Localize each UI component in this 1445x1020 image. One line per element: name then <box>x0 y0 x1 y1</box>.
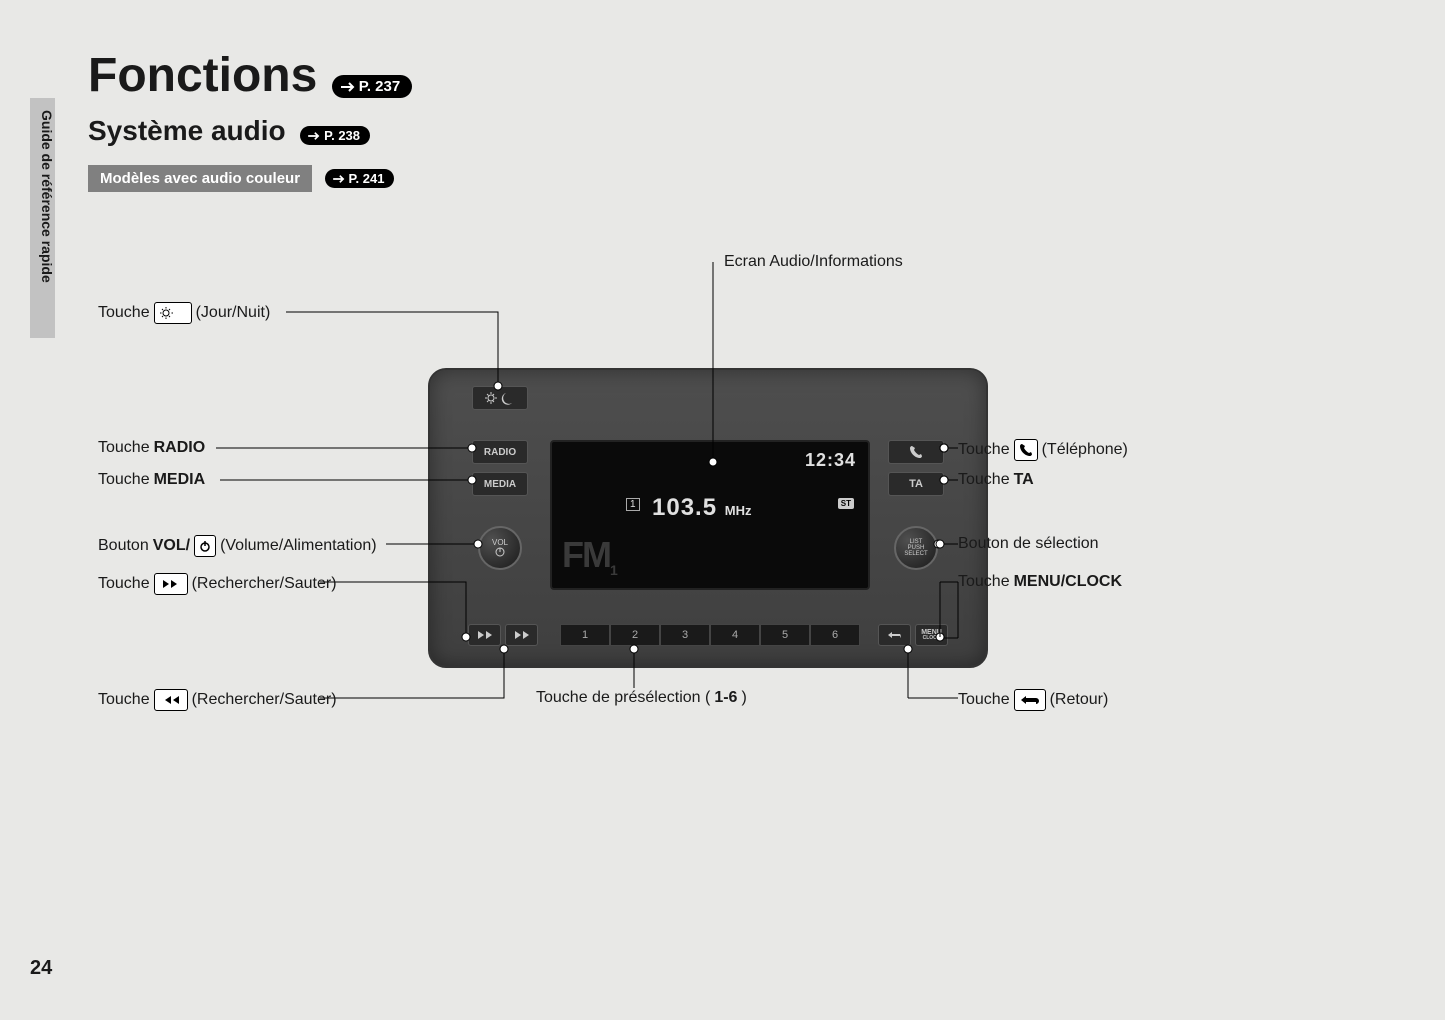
label-screen-info: Ecran Audio/Informations <box>724 253 903 271</box>
label-text: Touche <box>98 439 150 457</box>
label-bold: TA <box>1014 471 1034 489</box>
day-night-icon <box>154 302 192 324</box>
band-text: FM <box>562 534 610 575</box>
label-text: Touche <box>98 304 150 322</box>
label-text: (Retour) <box>1050 691 1109 709</box>
band-sub: 1 <box>610 562 616 578</box>
clock-label: CLOCK <box>923 636 941 641</box>
clock-display: 12:34 <box>805 450 856 471</box>
label-text: Bouton de sélection <box>958 535 1099 553</box>
label-text: Touche <box>958 573 1010 591</box>
label-bold: MEDIA <box>154 471 206 489</box>
stereo-badge: ST <box>838 498 854 509</box>
label-text: ) <box>741 689 746 707</box>
label-text: Touche <box>98 471 150 489</box>
select-knob[interactable]: LIST PUSH SELECT <box>894 526 938 570</box>
label-text: Touche <box>98 575 150 593</box>
subtitle: Système audio <box>88 115 286 147</box>
freq-unit: MHz <box>725 503 752 518</box>
label-menu: Touche MENU/CLOCK <box>958 573 1122 591</box>
preset-indicator: 1 <box>626 498 640 511</box>
frequency-display: 103.5 MHz <box>652 494 751 522</box>
side-tab: Guide de référence rapide <box>30 98 55 338</box>
page-ref-title: P. 237 <box>332 75 412 98</box>
preset-1[interactable]: 1 <box>560 624 610 646</box>
label-text: (Jour/Nuit) <box>196 304 271 322</box>
label-vol: Bouton VOL/ (Volume/Alimentation) <box>98 535 377 557</box>
label-text: (Rechercher/Sauter) <box>192 691 337 709</box>
label-ta: Touche TA <box>958 471 1034 489</box>
vol-knob[interactable]: VOL <box>478 526 522 570</box>
page-ref-model: P. 241 <box>325 169 395 188</box>
preset-6[interactable]: 6 <box>810 624 860 646</box>
power-icon <box>194 535 216 557</box>
menu-clock-button[interactable]: MENU CLOCK <box>915 624 948 646</box>
label-text: (Rechercher/Sauter) <box>192 575 337 593</box>
label-bold: 1-6 <box>714 689 737 707</box>
label-text: (Téléphone) <box>1042 441 1128 459</box>
seek-fwd-icon <box>154 689 188 711</box>
seek-back-icon <box>154 573 188 595</box>
label-text: Touche <box>958 691 1010 709</box>
page-ref-subtitle: P. 238 <box>300 126 370 145</box>
label-preset: Touche de présélection (1-6) <box>536 689 747 707</box>
back-icon <box>1014 689 1046 711</box>
label-text: Touche <box>958 441 1010 459</box>
select-label-3: SELECT <box>904 551 927 557</box>
label-seek-fwd: Touche (Rechercher/Sauter) <box>98 689 337 711</box>
freq-value: 103.5 <box>652 494 717 521</box>
vol-label: VOL <box>492 539 508 547</box>
preset-3[interactable]: 3 <box>660 624 710 646</box>
preset-4[interactable]: 4 <box>710 624 760 646</box>
label-bold: VOL/ <box>153 537 190 555</box>
preset-2[interactable]: 2 <box>610 624 660 646</box>
seek-fwd-button[interactable] <box>505 624 538 646</box>
day-night-button[interactable] <box>472 386 528 410</box>
display-screen: 12:34 1 103.5 MHz ST FM1 <box>550 440 870 590</box>
model-badge: Modèles avec audio couleur <box>88 165 312 192</box>
radio-button[interactable]: RADIO <box>472 440 528 464</box>
radio-unit: RADIO MEDIA VOL TA LIST PUSH SELECT <box>428 368 988 668</box>
page-number: 24 <box>30 957 52 980</box>
label-day-night: Touche (Jour/Nuit) <box>98 302 270 324</box>
label-bold: RADIO <box>154 439 206 457</box>
label-text: Touche <box>98 691 150 709</box>
label-radio: Touche RADIO <box>98 439 205 457</box>
page-ref-text: P. 241 <box>349 171 385 186</box>
label-text: Touche <box>958 471 1010 489</box>
label-text: Ecran Audio/Informations <box>724 253 903 271</box>
phone-icon <box>1014 439 1038 461</box>
media-button[interactable]: MEDIA <box>472 472 528 496</box>
label-bold: MENU/CLOCK <box>1014 573 1122 591</box>
label-text: Bouton <box>98 537 149 555</box>
label-select: Bouton de sélection <box>958 535 1099 553</box>
back-button[interactable] <box>878 624 911 646</box>
seek-back-button[interactable] <box>468 624 501 646</box>
phone-button[interactable] <box>888 440 944 464</box>
label-phone: Touche (Téléphone) <box>958 439 1128 461</box>
preset-5[interactable]: 5 <box>760 624 810 646</box>
page-title: Fonctions <box>88 48 317 103</box>
ta-button[interactable]: TA <box>888 472 944 496</box>
label-back: Touche (Retour) <box>958 689 1108 711</box>
page-ref-text: P. 238 <box>324 128 360 143</box>
label-text: (Volume/Alimentation) <box>220 537 377 555</box>
label-text: Touche de présélection ( <box>536 689 710 707</box>
diagram-area: RADIO MEDIA VOL TA LIST PUSH SELECT <box>88 258 1368 818</box>
page-content: Fonctions P. 237 Système audio P. 238 Mo… <box>88 48 1388 192</box>
label-media: Touche MEDIA <box>98 471 205 489</box>
band-display: FM1 <box>562 534 616 578</box>
label-seek-back: Touche (Rechercher/Sauter) <box>98 573 337 595</box>
page-ref-text: P. 237 <box>359 78 400 95</box>
preset-row: 1 2 3 4 5 6 <box>560 624 860 646</box>
